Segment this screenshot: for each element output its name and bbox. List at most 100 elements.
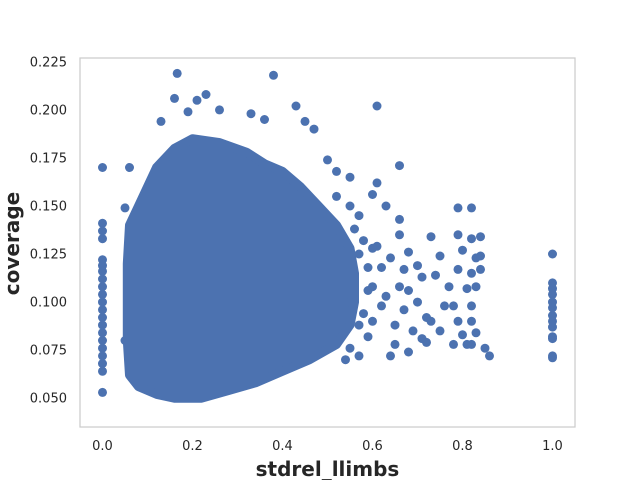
data-point	[404, 286, 413, 295]
data-point	[381, 201, 391, 211]
y-tick-label: 0.225	[30, 55, 67, 70]
data-point	[435, 251, 445, 261]
data-point	[345, 201, 355, 211]
data-point	[431, 270, 440, 280]
data-point	[548, 249, 557, 259]
data-point	[404, 247, 413, 257]
data-point	[467, 203, 476, 213]
data-point	[435, 326, 445, 336]
x-tick-label: 1.0	[542, 439, 563, 454]
y-tick-label: 0.100	[30, 296, 67, 311]
data-point	[98, 289, 107, 299]
data-point	[404, 347, 413, 357]
data-point	[201, 90, 211, 99]
data-point	[368, 243, 377, 253]
data-point	[471, 328, 481, 338]
y-tick-label: 0.125	[30, 248, 67, 263]
data-point	[98, 266, 107, 276]
data-point	[422, 337, 431, 347]
data-point	[98, 226, 107, 236]
data-point	[269, 70, 278, 80]
data-point	[98, 320, 107, 330]
data-point	[372, 101, 382, 111]
data-point	[440, 301, 449, 311]
data-point	[458, 330, 467, 340]
data-point	[386, 351, 395, 361]
data-point	[395, 214, 404, 224]
data-point	[426, 232, 436, 242]
x-tick-label: 0.4	[272, 439, 293, 454]
data-point	[359, 309, 368, 319]
data-point	[120, 336, 130, 345]
data-point	[476, 251, 485, 261]
data-point	[98, 328, 107, 338]
data-point	[98, 336, 107, 345]
x-tick-label: 0.6	[362, 439, 383, 454]
data-point	[548, 303, 557, 313]
x-axis-ticks: 0.0 0.2 0.4 0.6 0.8 1.0	[92, 439, 563, 454]
data-point	[368, 190, 377, 199]
data-point	[125, 163, 134, 172]
data-point	[345, 297, 355, 307]
data-point	[341, 355, 350, 365]
data-point	[449, 301, 458, 311]
data-point	[98, 351, 107, 361]
data-point	[386, 253, 395, 263]
data-point	[476, 264, 485, 274]
data-point	[98, 359, 107, 369]
data-point	[548, 289, 557, 299]
data-point	[183, 107, 193, 117]
data-point	[350, 274, 359, 284]
data-point	[408, 326, 418, 336]
data-point	[354, 320, 364, 330]
data-point	[354, 249, 364, 259]
data-point	[323, 155, 332, 165]
data-point	[120, 203, 130, 213]
data-point	[332, 166, 341, 176]
x-axis-label: stdrel_llimbs	[256, 457, 400, 480]
data-point	[345, 172, 355, 182]
y-tick-label: 0.050	[30, 392, 67, 407]
data-point	[395, 282, 404, 292]
data-point	[377, 301, 386, 311]
data-point	[98, 313, 107, 322]
data-point	[413, 261, 422, 271]
data-point	[368, 282, 377, 292]
data-point	[467, 339, 476, 349]
data-point	[548, 322, 557, 332]
data-point	[476, 232, 485, 242]
data-point	[359, 236, 368, 246]
data-point	[485, 351, 494, 361]
data-point	[98, 387, 107, 397]
data-point	[156, 116, 166, 126]
data-point	[309, 124, 319, 134]
y-axis-ticks: 0.050 0.075 0.100 0.125 0.150 0.175 0.200 0.225	[30, 55, 67, 406]
data-point	[449, 339, 458, 349]
data-point	[381, 291, 391, 301]
y-tick-label: 0.150	[30, 200, 67, 215]
data-point	[453, 316, 463, 326]
data-point	[350, 224, 359, 234]
data-point	[399, 305, 409, 315]
data-point	[354, 211, 364, 221]
dense-point-cloud	[122, 134, 359, 403]
data-point	[246, 109, 256, 119]
data-point	[332, 191, 341, 201]
y-tick-label: 0.200	[30, 103, 67, 118]
data-point	[98, 218, 107, 228]
data-point	[372, 178, 382, 188]
data-point	[467, 301, 476, 311]
data-point	[260, 115, 269, 124]
data-point	[98, 366, 107, 376]
data-point	[291, 101, 301, 111]
data-point	[98, 282, 107, 292]
y-tick-label: 0.175	[30, 151, 67, 166]
data-point	[453, 230, 463, 240]
data-point	[467, 234, 476, 244]
data-point	[98, 234, 107, 244]
data-point	[413, 297, 422, 307]
data-point	[471, 282, 481, 292]
data-point	[98, 305, 107, 315]
x-tick-label: 0.0	[92, 439, 113, 454]
y-tick-label: 0.075	[30, 344, 67, 359]
